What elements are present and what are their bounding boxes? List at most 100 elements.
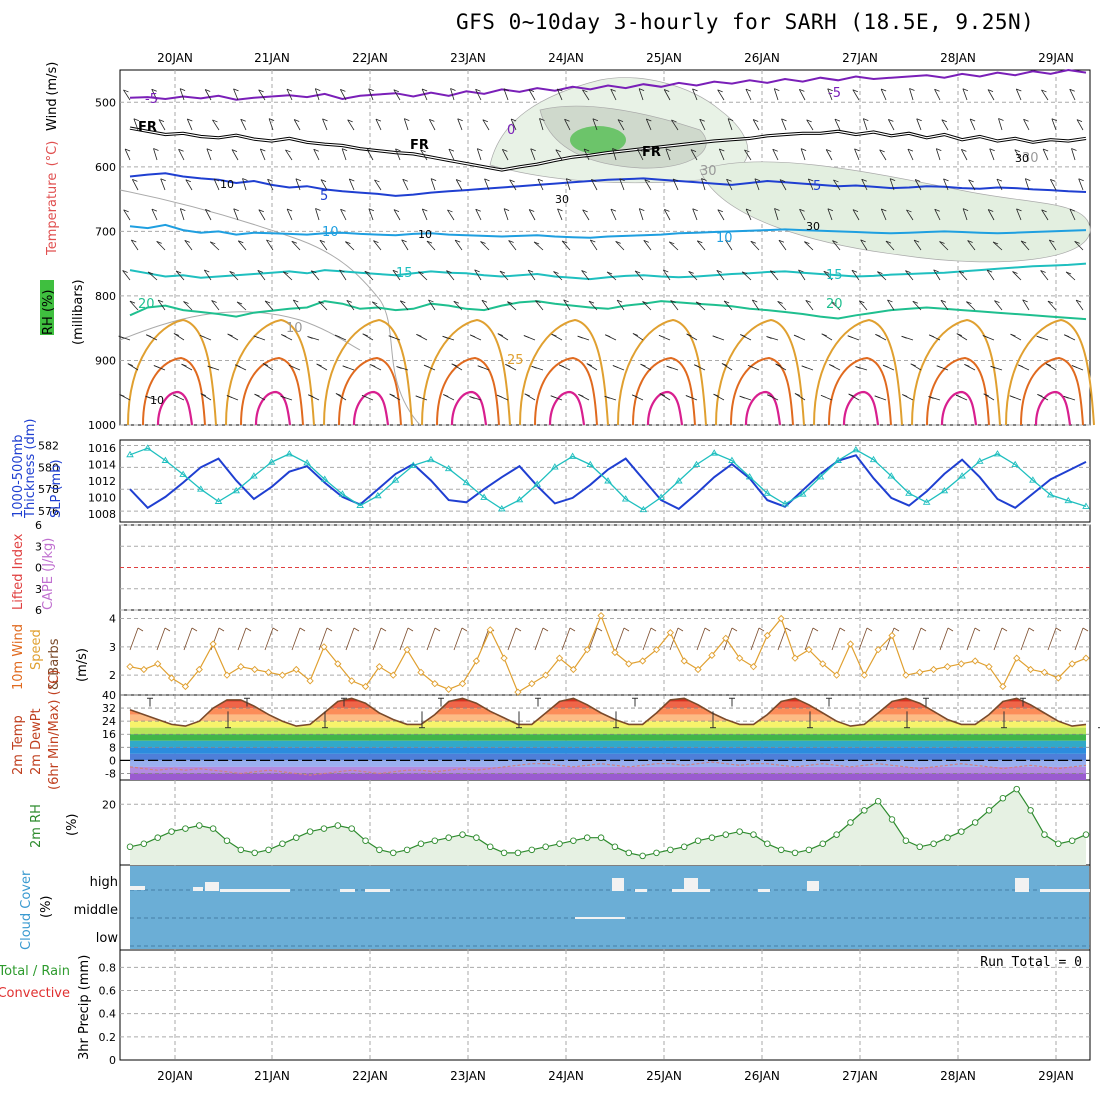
wind-barb-flag [153,148,159,151]
wind-barb [1065,271,1076,281]
wind-barb-flag [638,88,645,92]
wind-barb-flag [610,88,616,92]
wind-barb-flag [998,118,1004,121]
wind-barb-flag [316,363,322,367]
wind-barb-flag [753,119,759,122]
wind-speed-point [971,657,979,665]
wind-barb [209,241,220,251]
wind-barb-flag [454,239,461,243]
wind-barb [528,209,536,221]
rh-point [223,837,231,844]
wind-barb-flag [238,240,244,244]
isotherm-10 [129,223,1087,239]
wind-barb-flag [129,300,136,304]
surface-wind-barb-flag [380,627,387,632]
wind-barb-flag [480,241,486,244]
high-cloud-cell [365,889,390,892]
wind-tick: 3 [109,641,116,654]
wind-barb [364,270,374,281]
wind-barb [916,118,922,131]
wind-speed-point [389,671,397,679]
wind-barb [403,118,409,131]
wind-barb [717,89,725,101]
wind-barb-flag [664,89,670,92]
isotherm-35-loop [548,390,586,426]
rh-point [445,834,452,841]
y-axis-label-part: CAPE (J/kg) [41,538,56,610]
wind-barb-flag [293,299,299,303]
temp-line [129,697,1087,727]
rh-area [130,789,1086,865]
wind-barb-flag [280,395,286,399]
wind-barb-flag [132,179,138,182]
wind-barb [313,149,320,161]
rh-point [431,837,439,844]
wind-barb [939,241,949,251]
wind-barb [375,118,382,131]
wind-barb-flag [373,240,379,244]
y-axis-label: 1000-500mb [11,434,26,518]
wind-barb [133,118,139,131]
wind-barb-flag [180,208,186,211]
frame-thick [119,439,1091,523]
slp-point [1064,496,1073,504]
y-axis-label-part: & Barbs [47,638,62,690]
surface-wind-barb-flag [1082,627,1089,632]
wind-speed-point [777,614,785,623]
slp-point [905,489,913,496]
wind-barb [769,270,779,281]
wind-barb-flag [260,148,266,152]
wind-barb [745,208,752,221]
wind-barb-flag [456,179,462,182]
slp-point [320,475,329,482]
contour-label: 10 [322,225,339,240]
surface-wind-barb [642,627,652,651]
wind-barb-flag [340,89,346,92]
wind-speed-point [874,646,882,654]
wind-barb [610,89,617,101]
surface-wind-barb [372,627,382,651]
y-axis-label-part: 10m Wind [11,624,26,690]
high-cloud-cell [130,886,145,890]
wind-barb-flag [615,240,621,244]
li-tick: 3 [35,540,42,553]
y-axis-label-part: Wind [45,98,60,131]
wind-barb-flag [632,333,639,336]
wind-barb-flag [242,178,248,181]
wind-barb [912,300,922,311]
high-cloud-cell [340,889,355,892]
wind-barb [862,118,868,131]
isotherm-30-loop [828,356,892,426]
slp-point [958,472,966,479]
wind-barb-flag [1041,209,1047,213]
wind-barb [888,119,895,131]
day-label-top: 20JAN [157,51,193,65]
rh-point [625,849,633,857]
wind-barb [696,240,706,251]
contour-label: 20 [138,297,155,312]
wind-barb [242,178,247,191]
wind-speed-point [722,634,730,642]
rh-point [971,819,979,826]
wind-barb-flag [123,209,129,213]
wind-barb-flag [341,148,348,152]
wind-barb [887,299,895,311]
wind-barb [185,179,193,191]
wind-barb [777,301,787,311]
rh-point [459,831,466,838]
wind-barb-flag [658,334,665,338]
isotherm-35-loop [254,390,292,426]
rh-contour-label: 10 [418,228,432,241]
slp-point [675,477,683,484]
wind-barb [123,209,131,221]
wind-barb [1069,208,1076,221]
wind-barb-flag [123,89,129,93]
wind-barb-flag [145,395,151,399]
wind-barb [286,88,293,101]
wind-barb-flag [794,393,801,396]
wind-barb [236,301,247,311]
wind-barb-flag [966,301,972,305]
wind-barb-flag [158,119,165,122]
wind-barb [1012,271,1022,281]
y-axis-label: RH (%) [41,290,56,335]
